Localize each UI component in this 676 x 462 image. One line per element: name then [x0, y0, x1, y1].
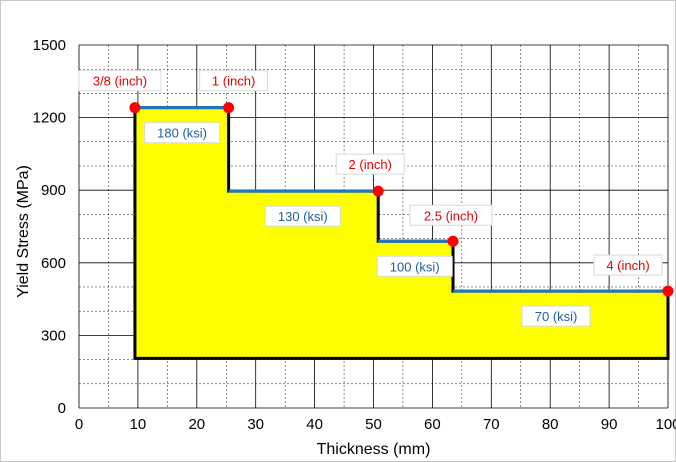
- x-tick-label: 80: [542, 416, 559, 433]
- stress-label: 70 (ksi): [535, 309, 578, 324]
- y-axis-title: Yield Stress (MPa): [15, 165, 32, 298]
- thickness-label-box: [335, 153, 405, 175]
- data-point-marker: [372, 185, 384, 197]
- x-tick-label: 10: [130, 416, 147, 433]
- stress-label: 130 (ksi): [278, 209, 328, 224]
- thickness-label: 1 (inch): [212, 74, 255, 89]
- stress-label-box: [144, 122, 221, 144]
- thickness-label: 2 (inch): [349, 157, 392, 172]
- y-tick-label: 0: [58, 400, 66, 417]
- x-tick-label: 60: [424, 416, 441, 433]
- stress-label-box: [264, 205, 341, 227]
- thickness-label: 3/8 (inch): [93, 74, 147, 89]
- x-axis-title: Thickness (mm): [317, 441, 431, 458]
- y-tick-label: 1500: [33, 37, 66, 54]
- x-tick-label: 20: [188, 416, 205, 433]
- thickness-label-box: [199, 70, 269, 92]
- annotations: 3/8 (inch) 1 (inch) 2 (inch) 2.5 (inch) 4 (i…: [78, 70, 663, 327]
- x-tick-label: 100: [655, 416, 676, 433]
- data-point-marker: [223, 102, 235, 114]
- stress-label: 180 (ksi): [157, 126, 207, 141]
- tick-labels: 0 10 20 30 40 50 60 70 80 90 100 0 300 600 900 1200 1500: [33, 37, 676, 433]
- x-tick-label: 50: [365, 416, 382, 433]
- thickness-label-box: [409, 204, 493, 226]
- plot-area: [129, 102, 674, 360]
- x-tick-label: 90: [601, 416, 618, 433]
- x-tick-label: 30: [247, 416, 264, 433]
- thickness-label-box: [593, 254, 663, 276]
- stress-label-box: [376, 255, 453, 277]
- x-tick-label: 70: [483, 416, 500, 433]
- x-tick-label: 0: [75, 416, 83, 433]
- data-point-marker: [129, 102, 141, 114]
- y-tick-label: 900: [41, 182, 66, 199]
- thickness-label-box: [78, 70, 162, 92]
- thickness-label: 2.5 (inch): [424, 208, 478, 223]
- thickness-label: 4 (inch): [606, 258, 649, 273]
- y-tick-label: 300: [41, 327, 66, 344]
- data-point-marker: [447, 235, 459, 247]
- y-tick-label: 1200: [33, 110, 66, 127]
- y-tick-label: 600: [41, 255, 66, 272]
- x-tick-label: 40: [306, 416, 323, 433]
- stress-label-box: [521, 305, 591, 327]
- stress-label: 100 (ksi): [390, 259, 440, 274]
- data-point-marker: [662, 285, 674, 297]
